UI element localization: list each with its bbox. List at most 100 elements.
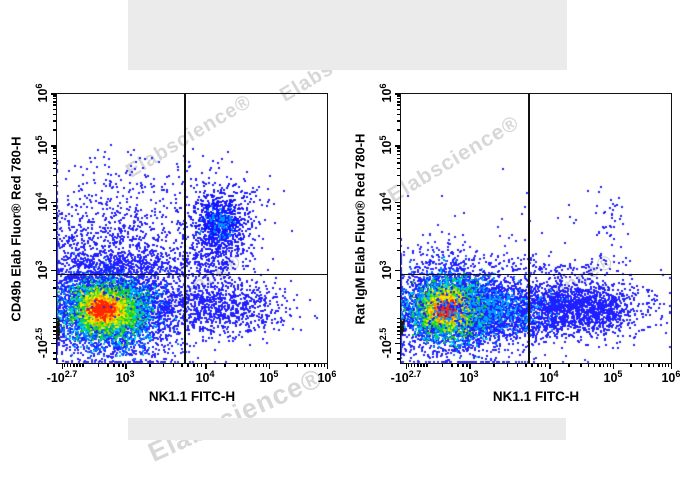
y-axis-minor-tick	[53, 97, 56, 100]
x-axis-minor-tick	[506, 364, 509, 367]
y-axis-minor-tick	[53, 147, 56, 149]
y-axis-major-tick	[395, 269, 400, 272]
x-axis-minor-tick	[79, 364, 81, 367]
y-axis-minor-tick	[397, 153, 400, 156]
x-axis-minor-tick	[82, 364, 84, 367]
y-axis-minor-tick	[53, 95, 56, 97]
x-axis-minor-tick	[76, 364, 78, 367]
x-axis-minor-tick	[593, 364, 596, 367]
x-axis-tick-label: 103	[459, 368, 479, 385]
y-axis-major-tick	[395, 342, 400, 345]
y-axis-minor-tick	[53, 153, 56, 156]
quadrant-gate-vertical	[184, 93, 186, 364]
x-axis-minor-tick	[410, 364, 413, 367]
y-axis-minor-tick	[53, 120, 56, 122]
x-axis-minor-tick	[243, 364, 246, 367]
x-axis-major-tick	[125, 364, 127, 369]
y-axis-minor-tick	[397, 108, 400, 111]
x-axis-minor-tick	[187, 364, 189, 367]
y-axis-major-tick	[51, 145, 56, 147]
y-axis-tick-label: -102.5	[33, 327, 50, 359]
y-axis-minor-tick	[397, 222, 400, 225]
x-axis-minor-tick	[118, 364, 120, 367]
left-y-axis-title: CD49b Elab Fluor® Red 780-H	[8, 135, 24, 322]
x-axis-tick-label: 105	[603, 368, 623, 385]
x-axis-major-tick	[405, 364, 408, 369]
y-axis-tick-label: 105	[33, 135, 50, 155]
x-axis-minor-tick	[599, 364, 601, 367]
y-axis-minor-tick	[53, 129, 56, 131]
y-axis-minor-tick	[53, 162, 56, 164]
y-axis-minor-tick	[397, 295, 400, 298]
x-axis-minor-tick	[323, 364, 326, 367]
x-axis-minor-tick	[602, 364, 605, 367]
y-axis-minor-tick	[53, 104, 56, 106]
x-axis-tick-label: 103	[115, 368, 135, 385]
y-axis-minor-tick	[397, 174, 400, 177]
x-axis-minor-tick	[413, 364, 416, 367]
y-axis-minor-tick	[53, 330, 56, 332]
y-axis-minor-tick	[53, 108, 56, 111]
y-axis-major-tick	[51, 201, 56, 204]
y-axis-minor-tick	[397, 167, 400, 170]
x-axis-tick-label: -102.7	[46, 368, 78, 385]
right-scatter-canvas	[400, 93, 672, 364]
y-axis-minor-tick	[397, 95, 400, 97]
x-axis-major-tick	[61, 364, 64, 369]
x-axis-minor-tick	[580, 364, 582, 367]
x-axis-major-tick	[326, 364, 329, 369]
left-flow-plot: CD49b Elab Fluor® Red 780-H NK1.1 FITC-H…	[9, 84, 337, 404]
left-scatter-canvas	[56, 93, 328, 364]
x-axis-minor-tick	[308, 364, 311, 367]
x-axis-minor-tick	[66, 364, 69, 367]
y-axis-tick-label: 106	[377, 83, 394, 103]
y-axis-minor-tick	[397, 249, 400, 252]
y-axis-minor-tick	[53, 184, 56, 187]
y-axis-minor-tick	[397, 162, 400, 164]
x-axis-minor-tick	[258, 364, 261, 367]
y-axis-minor-tick	[53, 229, 56, 231]
left-x-axis-title: NK1.1 FITC-H	[148, 389, 236, 404]
y-axis-minor-tick	[397, 147, 400, 149]
quadrant-gate-vertical	[528, 93, 530, 364]
y-axis-major-tick	[395, 93, 400, 95]
x-axis-minor-tick	[568, 364, 570, 367]
x-axis-minor-tick	[661, 364, 664, 367]
x-axis-minor-tick	[462, 364, 464, 367]
y-axis-minor-tick	[397, 150, 400, 152]
y-axis-major-tick	[51, 269, 56, 272]
quadrant-gate-horizontal	[56, 274, 328, 276]
x-axis-minor-tick	[417, 364, 419, 367]
y-axis-minor-tick	[53, 317, 56, 320]
x-axis-minor-tick	[320, 364, 323, 367]
x-axis-minor-tick	[652, 364, 655, 367]
x-axis-minor-tick	[255, 364, 257, 367]
y-axis-tick-label: 104	[33, 192, 50, 212]
x-axis-minor-tick	[63, 364, 66, 367]
x-axis-major-tick	[268, 364, 271, 369]
y-axis-major-tick	[395, 145, 400, 147]
y-axis-minor-tick	[397, 212, 400, 214]
y-axis-minor-tick	[53, 217, 56, 219]
x-axis-minor-tick	[606, 364, 609, 367]
y-axis-minor-tick	[53, 174, 56, 177]
x-axis-minor-tick	[262, 364, 265, 367]
x-axis-minor-tick	[304, 364, 306, 367]
y-axis-minor-tick	[397, 317, 400, 320]
x-axis-minor-tick	[249, 364, 252, 367]
y-axis-minor-tick	[397, 358, 400, 360]
watermark-text: Elabscience®	[143, 361, 328, 468]
y-axis-minor-tick	[397, 129, 400, 131]
y-axis-minor-tick	[53, 333, 56, 336]
x-axis-minor-tick	[525, 364, 527, 367]
y-axis-minor-tick	[53, 295, 56, 298]
y-axis-minor-tick	[397, 205, 400, 207]
x-axis-minor-tick	[640, 364, 643, 367]
y-axis-major-tick	[51, 342, 56, 345]
x-axis-minor-tick	[317, 364, 320, 367]
x-axis-minor-tick	[648, 364, 650, 367]
bottom-mask-bar	[128, 418, 566, 440]
x-axis-minor-tick	[172, 364, 175, 367]
x-axis-tick-label: -102.7	[390, 368, 422, 385]
x-axis-tick-label: 104	[195, 368, 215, 385]
